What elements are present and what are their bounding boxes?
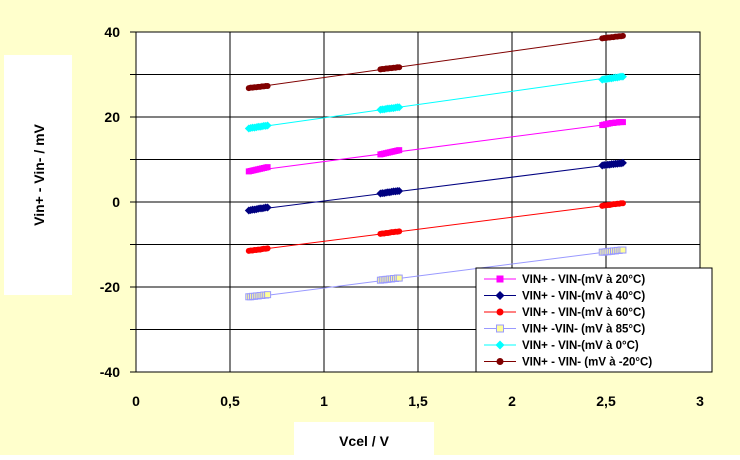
- legend-label: VIN+ - VIN-(mV à 40°C): [522, 291, 645, 303]
- legend: VIN+ - VIN-(mV à 20°C) VIN+ - VIN-(mV à 4…: [475, 267, 713, 373]
- data-point: [619, 246, 627, 254]
- data-point: [618, 72, 627, 81]
- plot-border: [135, 31, 701, 373]
- data-markers: [244, 32, 627, 301]
- tick-labels: 0 0,5 1 1,5 2 2,5 3 -40 -20 0 20 40: [100, 24, 704, 409]
- data-point: [618, 158, 627, 167]
- data-point: [619, 119, 626, 126]
- y-tick-label: 40: [104, 24, 120, 40]
- fit-line-5: [248, 34, 625, 89]
- data-point: [395, 274, 403, 282]
- data-point: [396, 228, 403, 235]
- legend-label: VIN+ - VIN-(mV à 0°C): [522, 340, 639, 352]
- y-axis-title: Vin+ - Vin- / mV: [31, 123, 47, 225]
- data-point: [264, 164, 271, 171]
- x-tick-label: 1,5: [408, 393, 428, 409]
- x-tick-label: 3: [696, 393, 704, 409]
- x-tick-label: 2: [508, 393, 516, 409]
- x-tick-label: 1: [320, 393, 328, 409]
- y-tick-label: -40: [100, 364, 120, 380]
- data-point: [619, 200, 626, 207]
- data-point: [263, 203, 272, 212]
- x-tick-label: 0,5: [220, 393, 240, 409]
- ylabel-box: [4, 55, 72, 295]
- legend-marker: [496, 324, 504, 333]
- x-tick-label: 0: [132, 393, 140, 409]
- data-point: [264, 82, 271, 89]
- data-point: [264, 245, 271, 252]
- data-point: [395, 103, 404, 112]
- y-tick-label: 0: [112, 194, 120, 210]
- legend-label: VIN+ - VIN- (mV à -20°C): [522, 357, 652, 369]
- legend-marker: [496, 275, 504, 283]
- y-tick-label: 20: [104, 109, 120, 125]
- legend-label: VIN+ - VIN-(mV à 20°C): [522, 274, 645, 286]
- legend-marker: [495, 340, 505, 350]
- legend-label: VIN+ - VIN-(mV à 60°C): [522, 307, 645, 319]
- fit-line-3: [248, 249, 625, 299]
- data-point: [264, 291, 272, 299]
- fit-line-4: [248, 74, 625, 129]
- data-point: [395, 186, 404, 195]
- fit-line-0: [248, 121, 625, 172]
- fit-lines: [248, 34, 625, 299]
- legend-marker: [496, 358, 504, 365]
- fit-line-1: [248, 162, 625, 211]
- xlabel-box: [294, 422, 434, 455]
- legend-marker: [496, 308, 504, 316]
- legend-marker: [495, 291, 505, 300]
- legend-box: [475, 267, 713, 373]
- data-point: [396, 64, 403, 71]
- legend-label: VIN+ -VIN- (mV à 85°C): [522, 324, 645, 336]
- data-point: [263, 121, 272, 130]
- y-tick-label: -20: [100, 279, 120, 295]
- fit-line-2: [248, 202, 625, 252]
- x-tick-label: 2,5: [596, 393, 616, 409]
- x-axis-title: Vcel / V: [339, 433, 389, 449]
- data-point: [396, 147, 403, 154]
- data-point: [619, 32, 626, 39]
